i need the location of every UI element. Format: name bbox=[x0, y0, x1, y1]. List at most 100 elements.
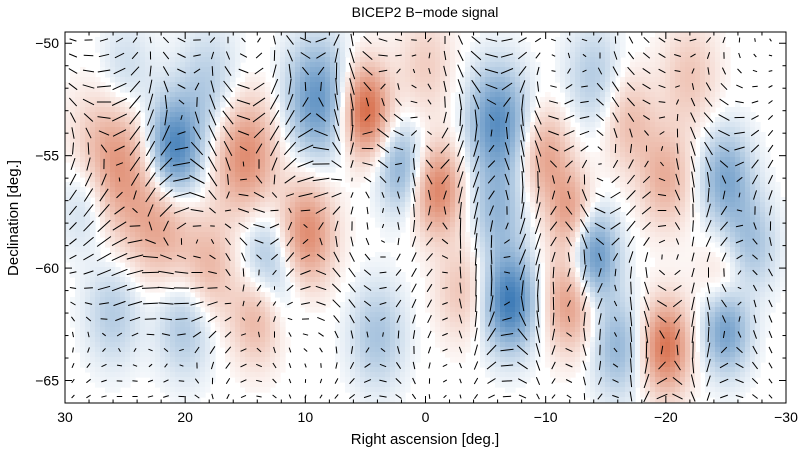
heatmap-cell bbox=[705, 42, 711, 48]
heatmap-cell bbox=[670, 197, 676, 203]
heatmap-cell bbox=[710, 127, 716, 133]
heatmap-cell bbox=[670, 152, 676, 158]
heatmap-cell bbox=[75, 217, 81, 223]
heatmap-cell bbox=[230, 107, 236, 113]
heatmap-cell bbox=[630, 67, 636, 73]
heatmap-cell bbox=[685, 167, 691, 173]
heatmap-cell bbox=[650, 57, 656, 63]
heatmap-cell bbox=[460, 117, 466, 123]
heatmap-cell bbox=[575, 212, 581, 218]
heatmap-cell bbox=[285, 227, 291, 233]
heatmap-cell bbox=[160, 52, 166, 58]
heatmap-cell bbox=[180, 202, 186, 208]
heatmap-cell bbox=[600, 67, 606, 73]
heatmap-cell bbox=[430, 147, 436, 153]
heatmap-cell bbox=[340, 187, 346, 193]
heatmap-cell bbox=[775, 192, 781, 198]
heatmap-cell bbox=[100, 167, 106, 173]
heatmap-cell bbox=[320, 57, 326, 63]
heatmap-cell bbox=[695, 82, 701, 88]
heatmap-cell bbox=[135, 87, 141, 93]
heatmap-cell bbox=[445, 57, 451, 63]
heatmap-cell bbox=[685, 107, 691, 113]
heatmap-cell bbox=[575, 42, 581, 48]
heatmap-cell bbox=[105, 102, 111, 108]
heatmap-cell bbox=[395, 162, 401, 168]
heatmap-cell bbox=[470, 42, 476, 48]
heatmap-cell bbox=[140, 147, 146, 153]
heatmap-cell bbox=[440, 202, 446, 208]
heatmap-cell bbox=[240, 112, 246, 118]
heatmap-cell bbox=[670, 47, 676, 53]
heatmap-cell bbox=[405, 77, 411, 83]
heatmap-cell bbox=[135, 77, 141, 83]
heatmap-cell bbox=[355, 172, 361, 178]
heatmap-cell bbox=[65, 122, 71, 128]
heatmap-cell bbox=[355, 87, 361, 93]
heatmap-cell bbox=[475, 132, 481, 138]
heatmap-cell bbox=[385, 47, 391, 53]
heatmap-cell bbox=[625, 157, 631, 163]
heatmap-cell bbox=[720, 212, 726, 218]
heatmap-cell bbox=[370, 77, 376, 83]
heatmap-cell bbox=[350, 92, 356, 98]
heatmap-cell bbox=[430, 182, 436, 188]
heatmap-cell bbox=[160, 92, 166, 98]
heatmap-cell bbox=[385, 112, 391, 118]
heatmap-cell bbox=[275, 187, 281, 193]
heatmap-cell bbox=[475, 147, 481, 153]
heatmap-cell bbox=[705, 217, 711, 223]
heatmap-cell bbox=[285, 127, 291, 133]
heatmap-cell bbox=[220, 177, 226, 183]
heatmap-cell bbox=[490, 142, 496, 148]
heatmap-cell bbox=[510, 202, 516, 208]
heatmap-cell bbox=[315, 102, 321, 108]
heatmap-cell bbox=[225, 47, 231, 53]
heatmap-cell bbox=[580, 197, 586, 203]
heatmap-cell bbox=[710, 137, 716, 143]
heatmap-cell bbox=[680, 197, 686, 203]
heatmap-cell bbox=[220, 92, 226, 98]
heatmap-cell bbox=[605, 132, 611, 138]
heatmap-cell bbox=[305, 117, 311, 123]
heatmap-cell bbox=[340, 52, 346, 58]
heatmap-cell bbox=[490, 182, 496, 188]
heatmap-cell bbox=[290, 187, 296, 193]
heatmap-cell bbox=[615, 42, 621, 48]
heatmap-cell bbox=[640, 117, 646, 123]
heatmap-cell bbox=[120, 182, 126, 188]
heatmap-cell bbox=[450, 47, 456, 53]
heatmap-cell bbox=[730, 207, 736, 213]
heatmap-cell bbox=[765, 212, 771, 218]
heatmap-cell bbox=[540, 162, 546, 168]
heatmap-cell bbox=[590, 197, 596, 203]
heatmap-cell bbox=[335, 187, 341, 193]
heatmap-cell bbox=[65, 127, 71, 133]
heatmap-cell bbox=[445, 207, 451, 213]
heatmap-cell bbox=[695, 52, 701, 58]
heatmap-cell bbox=[340, 132, 346, 138]
heatmap-cell bbox=[675, 72, 681, 78]
heatmap-cell bbox=[435, 42, 441, 48]
heatmap-cell bbox=[185, 112, 191, 118]
heatmap-cell bbox=[505, 167, 511, 173]
heatmap-cell bbox=[185, 47, 191, 53]
heatmap-cell bbox=[220, 142, 226, 148]
heatmap-cell bbox=[70, 97, 76, 103]
heatmap-cell bbox=[525, 77, 531, 83]
heatmap-cell bbox=[735, 142, 741, 148]
heatmap-cell bbox=[280, 167, 286, 173]
heatmap-cell bbox=[210, 222, 216, 228]
heatmap-cell bbox=[490, 57, 496, 63]
heatmap-cell bbox=[280, 37, 286, 43]
heatmap-cell bbox=[510, 47, 516, 53]
heatmap-cell bbox=[490, 132, 496, 138]
heatmap-cell bbox=[160, 82, 166, 88]
heatmap-cell bbox=[670, 222, 676, 228]
heatmap-cell bbox=[480, 97, 486, 103]
heatmap-cell bbox=[110, 72, 116, 78]
heatmap-cell bbox=[540, 127, 546, 133]
heatmap-cell bbox=[290, 117, 296, 123]
heatmap-cell bbox=[605, 57, 611, 63]
heatmap-cell bbox=[115, 182, 121, 188]
